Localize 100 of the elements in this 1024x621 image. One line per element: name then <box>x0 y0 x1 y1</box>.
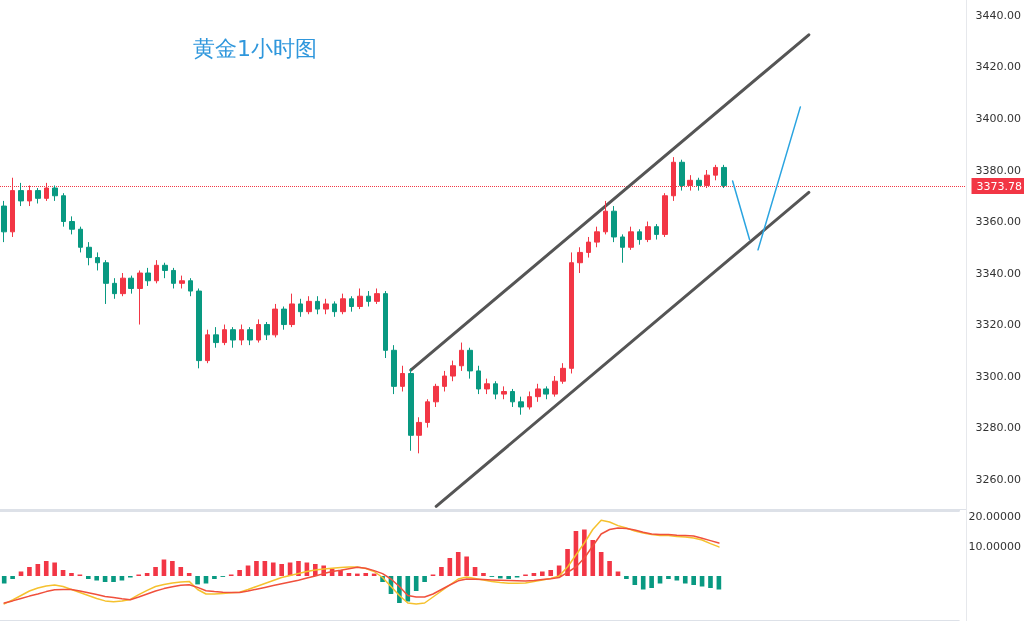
candlestick <box>713 164 718 181</box>
candlestick <box>594 226 600 248</box>
candlestick <box>323 298 329 315</box>
bar <box>607 561 612 576</box>
bar <box>237 570 242 576</box>
candlestick <box>332 300 337 318</box>
bar <box>170 561 175 576</box>
bar <box>632 576 638 585</box>
bar <box>640 576 646 590</box>
bar <box>85 576 91 579</box>
candlestick <box>1 200 7 243</box>
candlestick <box>281 306 287 331</box>
candlestick <box>120 272 126 297</box>
bar <box>464 556 469 576</box>
candlestick <box>416 416 422 454</box>
bar <box>254 561 259 576</box>
candlestick <box>391 344 397 395</box>
y-tick-label: 20.00000 <box>968 509 1022 523</box>
candlestick <box>205 329 210 364</box>
candlestick <box>256 318 261 344</box>
candlestick <box>645 221 651 243</box>
candlestick <box>213 326 219 349</box>
y-tick-label: 3280.00 <box>975 421 1022 435</box>
candlestick <box>162 262 168 279</box>
candlestick <box>620 233 625 264</box>
candlestick <box>611 205 617 243</box>
candlestick <box>696 177 702 192</box>
candlestick <box>518 396 524 416</box>
candlestick <box>272 303 278 338</box>
ref-line-label: 3373.78 <box>976 179 1023 193</box>
candlestick <box>679 159 685 192</box>
bar <box>708 576 713 588</box>
candlestick <box>357 287 363 310</box>
y-tick-label: 3380.00 <box>975 163 1022 177</box>
candlestick <box>603 200 608 235</box>
candlestick <box>230 326 236 349</box>
candlestick <box>654 223 659 241</box>
candlestick <box>52 184 58 202</box>
bar <box>52 562 57 576</box>
y-tick-label: 10.00000 <box>968 539 1022 553</box>
candlestick <box>315 295 320 315</box>
candlestick <box>476 365 481 395</box>
candlestick <box>450 360 456 382</box>
bar <box>540 571 545 576</box>
bar <box>413 576 419 591</box>
bar <box>195 576 200 585</box>
candlestick <box>433 383 439 408</box>
candlestick <box>18 182 24 207</box>
bar <box>27 567 32 576</box>
bar <box>111 576 116 582</box>
candlestick <box>145 267 151 287</box>
bar <box>497 576 503 579</box>
candlestick <box>425 398 430 429</box>
bar <box>691 576 696 585</box>
bar <box>674 576 680 581</box>
bar <box>455 552 461 576</box>
bar <box>153 567 158 576</box>
bar <box>682 576 688 584</box>
bar <box>363 573 369 576</box>
candlestick <box>637 228 642 246</box>
candlestick <box>61 192 66 228</box>
candlestick <box>400 365 405 393</box>
candlestick <box>95 251 100 271</box>
y-tick-label: 3440.00 <box>975 8 1022 22</box>
candlestick <box>112 277 117 300</box>
candlestick <box>628 226 634 251</box>
candlestick <box>137 269 143 326</box>
candlestick <box>222 324 227 346</box>
bar <box>212 576 217 579</box>
candlestick <box>128 275 134 295</box>
bar <box>119 576 125 581</box>
bar <box>94 576 99 581</box>
candlestick <box>383 290 388 359</box>
bar <box>624 576 629 579</box>
bar <box>506 576 511 579</box>
candlestick <box>289 293 295 328</box>
candlestick <box>35 187 41 204</box>
candlestick <box>577 246 583 274</box>
y-tick-label: 3260.00 <box>975 472 1022 486</box>
candlestick <box>239 324 244 346</box>
candlestick <box>721 164 727 189</box>
candlestick <box>171 267 176 289</box>
bar <box>355 573 360 576</box>
candlestick <box>543 385 549 400</box>
candlestick <box>374 287 380 305</box>
candlestick <box>459 342 464 372</box>
bar <box>279 564 284 576</box>
candlestick <box>662 192 668 238</box>
bar <box>422 576 427 582</box>
bar <box>69 573 74 576</box>
y-tick-label: 3400.00 <box>975 111 1022 125</box>
candlestick <box>527 391 532 411</box>
bar <box>270 562 276 576</box>
candlestick <box>349 295 354 313</box>
candlestick <box>188 277 193 297</box>
candlestick <box>179 275 185 289</box>
candlestick <box>510 388 515 408</box>
y-tick-label: 3360.00 <box>975 215 1022 229</box>
bar <box>43 561 49 576</box>
candlestick <box>467 347 473 380</box>
